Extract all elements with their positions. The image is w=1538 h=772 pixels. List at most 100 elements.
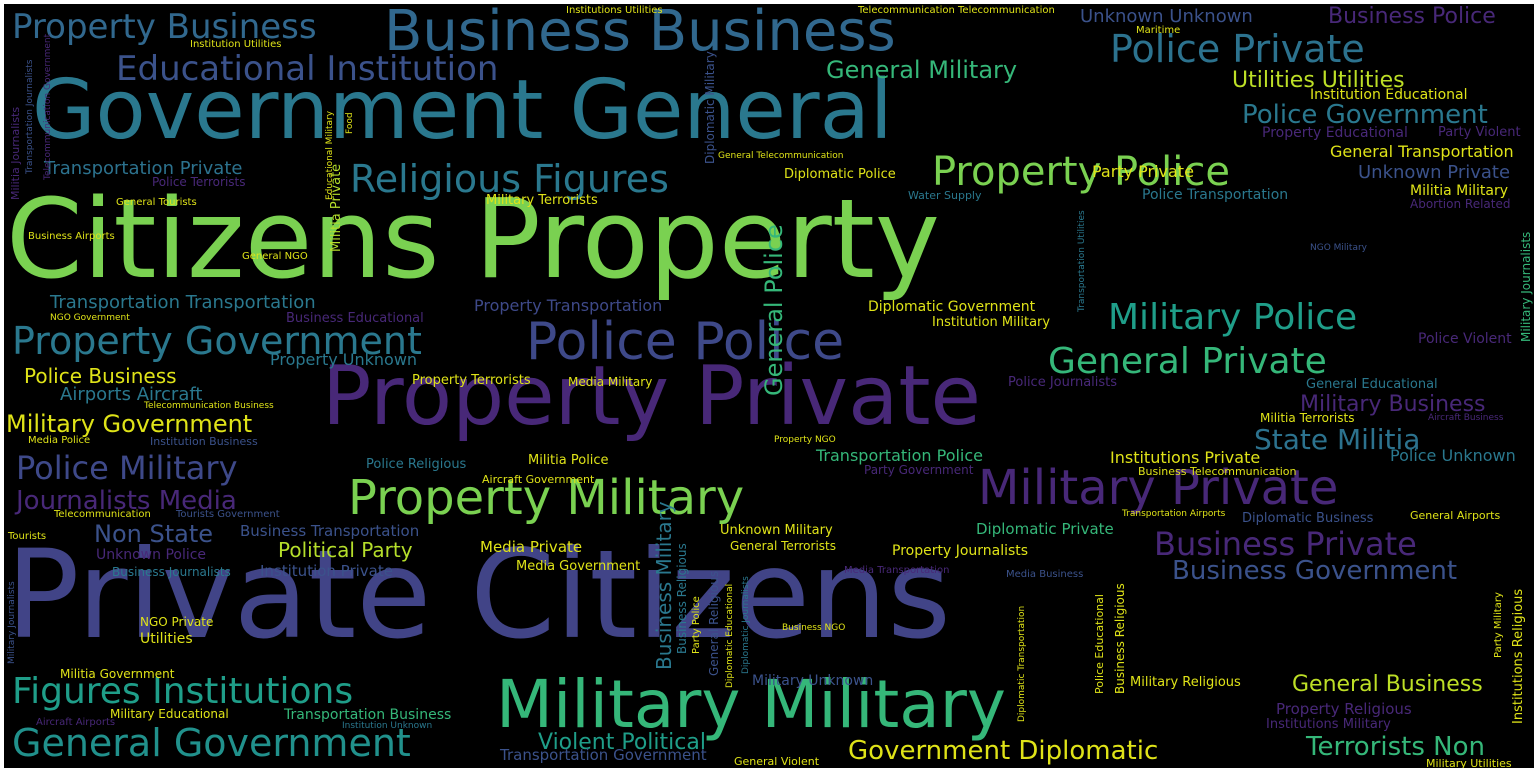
word-ngo-government: NGO Government bbox=[50, 313, 130, 323]
word-diplomatic-private: Diplomatic Private bbox=[976, 520, 1114, 538]
word-business-private: Business Private bbox=[1154, 525, 1417, 563]
word-military-government: Military Government bbox=[6, 410, 253, 438]
word-institution-private: Institution Private bbox=[260, 562, 393, 580]
word-militia-terrorists: Militia Terrorists bbox=[1260, 411, 1355, 425]
word-business-educational: Business Educational bbox=[286, 311, 424, 326]
word-military-educational: Military Educational bbox=[110, 707, 229, 721]
word-business-airports: Business Airports bbox=[28, 231, 115, 242]
word-diplomatic-educational: Diplomatic Educational bbox=[725, 583, 735, 688]
word-figures-institutions: Figures Institutions bbox=[12, 671, 354, 712]
word-institutions-private: Institutions Private bbox=[1110, 448, 1261, 467]
word-business-police: Business Police bbox=[1328, 4, 1496, 29]
word-telecommunication-telecommunication: Telecommunication Telecommunication bbox=[858, 5, 1055, 16]
word-military-terrorists: Military Terrorists bbox=[486, 193, 598, 208]
word-police-government: Police Government bbox=[1242, 100, 1488, 130]
word-state-militia: State Militia bbox=[1254, 423, 1421, 456]
word-telecommunication-government: Telecommunication Government bbox=[43, 33, 53, 180]
word-general-transportation: General Transportation bbox=[1330, 142, 1514, 161]
word-educational-institution: Educational Institution bbox=[116, 49, 499, 89]
word-business-religious-2: Business Religious bbox=[1113, 583, 1127, 694]
word-police-police: Police Police bbox=[526, 312, 845, 372]
word-diplomatic-military: Diplomatic Military bbox=[703, 51, 717, 164]
word-police-business: Police Business bbox=[24, 364, 177, 388]
word-property-police: Property Police bbox=[932, 149, 1230, 195]
word-military-military: Military Military bbox=[496, 666, 1006, 743]
word-police-unknown: Police Unknown bbox=[1390, 446, 1516, 465]
word-property-business: Property Business bbox=[12, 7, 317, 47]
word-military-utilities: Military Utilities bbox=[1426, 757, 1512, 768]
word-citizens-property: Citizens Property bbox=[6, 175, 940, 303]
word-journalists-media: Journalists Media bbox=[16, 486, 237, 516]
word-diplomatic-police: Diplomatic Police bbox=[784, 167, 896, 182]
word-diplomatic-transportation: Diplomatic Transportation bbox=[1017, 605, 1027, 722]
word-institution-military: Institution Military bbox=[932, 315, 1051, 330]
word-party-government: Party Government bbox=[864, 463, 974, 477]
word-unknown-police: Unknown Police bbox=[96, 547, 207, 563]
word-transportation-transportation: Transportation Transportation bbox=[50, 292, 316, 313]
word-media-private: Media Private bbox=[480, 538, 583, 556]
word-non-state: Non State bbox=[94, 520, 214, 548]
word-party-police: Party Police bbox=[691, 596, 702, 654]
word-aircraft-airports: Aircraft Airports bbox=[36, 717, 116, 728]
word-media-military: Media Military bbox=[568, 375, 653, 389]
word-utilities: Utilities bbox=[140, 631, 193, 647]
word-religious-figures: Religious Figures bbox=[350, 157, 669, 201]
word-business-business: Business Business bbox=[384, 4, 896, 64]
word-unknown-military: Unknown Military bbox=[720, 523, 833, 538]
word-institution-utilities: Institution Utilities bbox=[190, 39, 282, 50]
word-media-government: Media Government bbox=[516, 559, 641, 574]
word-police-violent: Police Violent bbox=[1418, 331, 1512, 347]
word-general-violent: General Violent bbox=[734, 755, 820, 768]
word-media-transportation: Media Transportation bbox=[844, 565, 950, 576]
word-general-telecommunication: General Telecommunication bbox=[718, 151, 844, 161]
word-business-military: Business Military bbox=[652, 501, 676, 670]
word-institution-unknown: Institution Unknown bbox=[342, 721, 433, 731]
word-aircraft-business: Aircraft Business bbox=[1428, 413, 1504, 423]
word-diplomatic-business: Diplomatic Business bbox=[1242, 511, 1374, 526]
word-military-business: Military Business bbox=[1300, 392, 1486, 417]
word-government-diplomatic: Government Diplomatic bbox=[848, 736, 1159, 766]
word-transportation-police: Transportation Police bbox=[816, 446, 984, 465]
word-military-private: Military Private bbox=[978, 460, 1339, 516]
word-business-government: Business Government bbox=[1172, 556, 1458, 586]
word-maritime: Maritime bbox=[1136, 25, 1181, 36]
word-military-religious: Military Religious bbox=[1130, 675, 1241, 690]
word-business-transportation: Business Transportation bbox=[240, 522, 420, 540]
word-transportation-private: Transportation Private bbox=[44, 158, 243, 179]
word-institution-educational: Institution Educational bbox=[1310, 87, 1468, 103]
word-police-transportation: Police Transportation bbox=[1142, 187, 1289, 203]
word-business-religious: Business Religious bbox=[675, 543, 689, 654]
word-transportation-journalists: Transportation Journalists bbox=[25, 59, 35, 174]
word-business-telecommunication: Business Telecommunication bbox=[1138, 465, 1297, 478]
word-police-religious: Police Religious bbox=[366, 457, 467, 472]
word-militia-government: Militia Government bbox=[60, 667, 175, 681]
word-party-private: Party Private bbox=[1092, 162, 1194, 181]
word-institutions-religious: Institutions Religious bbox=[1511, 588, 1526, 724]
word-party-violent: Party Violent bbox=[1438, 125, 1521, 140]
word-military-unknown: Military Unknown bbox=[752, 673, 874, 689]
word-police-terrorists: Police Terrorists bbox=[152, 175, 246, 189]
word-institutions-military: Institutions Military bbox=[1266, 717, 1391, 732]
word-general-religious: General Religious bbox=[707, 570, 721, 676]
word-transportation-government: Transportation Government bbox=[500, 746, 707, 764]
word-utilities-utilities: Utilities Utilities bbox=[1232, 68, 1405, 93]
word-general-airports: General Airports bbox=[1410, 509, 1501, 522]
word-property-religious: Property Religious bbox=[1276, 700, 1412, 718]
word-militia-journalists: Militia Journalists bbox=[9, 106, 22, 200]
word-abortion-related: Abortion Related bbox=[1410, 197, 1511, 211]
word-police-private: Police Private bbox=[1110, 27, 1365, 71]
word-food: Food bbox=[345, 112, 355, 134]
word-ngo-private: NGO Private bbox=[140, 615, 214, 629]
word-general-educational: General Educational bbox=[1306, 377, 1438, 392]
word-media-police: Media Police bbox=[28, 435, 91, 446]
word-educational-military: Educational Military bbox=[325, 110, 335, 200]
word-institution-business: Institution Business bbox=[150, 435, 258, 448]
word-business-journalists: Business Journalists bbox=[112, 565, 231, 579]
word-police-military: Police Military bbox=[16, 449, 238, 487]
word-telecommunication: Telecommunication bbox=[54, 509, 151, 520]
word-general-terrorists: General Terrorists bbox=[730, 539, 836, 553]
word-violent-political: Violent Political bbox=[538, 730, 706, 755]
word-general-ngo: General NGO bbox=[242, 251, 308, 262]
word-general-military: General Military bbox=[826, 56, 1018, 84]
word-media-business: Media Business bbox=[1006, 569, 1084, 580]
